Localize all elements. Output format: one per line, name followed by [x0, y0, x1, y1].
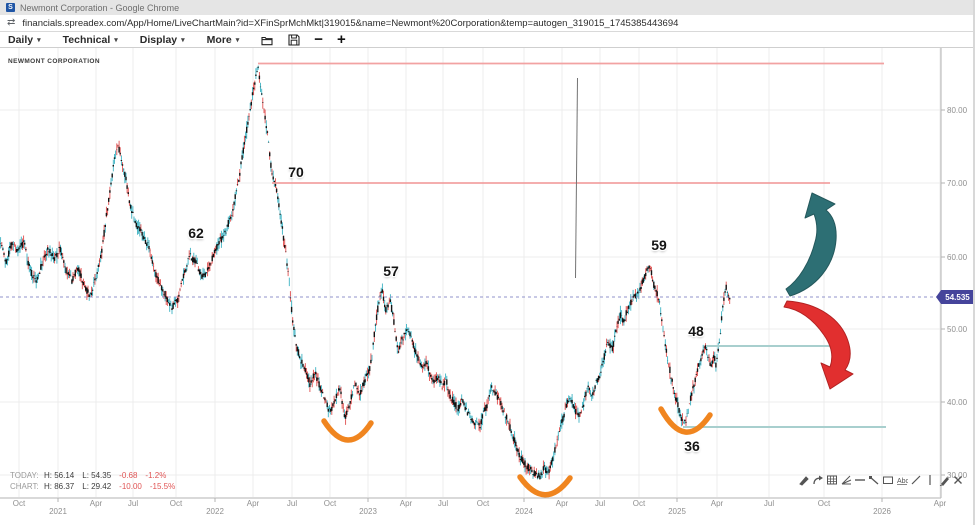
- chevron-down-icon: ▾: [37, 37, 41, 44]
- menu-display[interactable]: Display ▾: [139, 34, 185, 46]
- tool-rectangle-icon[interactable]: [882, 474, 894, 486]
- svg-text:Oct: Oct: [324, 499, 337, 508]
- red-down-arrow: [783, 300, 854, 390]
- svg-text:70.00: 70.00: [947, 179, 968, 188]
- chevron-down-icon: ▾: [114, 37, 118, 44]
- address-bar[interactable]: ⇄ financials.spreadex.com/App/Home/LiveC…: [0, 15, 973, 32]
- orange-bottom-arc: [658, 406, 713, 435]
- menu-more[interactable]: More ▾: [206, 34, 240, 46]
- svg-text:Jul: Jul: [595, 499, 605, 508]
- tool-fan-lines-icon[interactable]: [840, 474, 852, 486]
- svg-text:Oct: Oct: [13, 499, 26, 508]
- svg-text:Apr: Apr: [247, 499, 260, 508]
- svg-text:2023: 2023: [359, 507, 377, 516]
- url-text[interactable]: financials.spreadex.com/App/Home/LiveCha…: [22, 17, 679, 29]
- svg-text:Jul: Jul: [438, 499, 448, 508]
- svg-text:2024: 2024: [515, 507, 533, 516]
- svg-text:Apr: Apr: [556, 499, 569, 508]
- price-annotation-label: 62: [188, 225, 204, 241]
- svg-text:Abc: Abc: [897, 478, 908, 485]
- status-row: TODAY: H: 56.14 L: 54.35 -0.68 -1.2%: [10, 471, 167, 480]
- tool-curved-arrow-icon[interactable]: [812, 474, 824, 486]
- svg-text:30.00: 30.00: [947, 471, 968, 480]
- save-icon[interactable]: [288, 34, 300, 46]
- tool-highlighter-icon[interactable]: [938, 474, 950, 486]
- price-summary: TODAY: H: 56.14 L: 54.35 -0.68 -1.2% CHART: H:…: [10, 470, 183, 492]
- axes: 80.00 70.00 60.00 50.00 40.00 30.00 Oct Apr Jul O…: [0, 48, 968, 516]
- candlestick-chart[interactable]: 80.00 70.00 60.00 50.00 40.00 30.00 Oct Apr Jul O…: [0, 48, 975, 525]
- tool-trend-line-icon[interactable]: [868, 474, 880, 486]
- menu-technical[interactable]: Technical ▾: [62, 34, 118, 46]
- menu-group: Daily ▾ Technical ▾ Display ▾ More ▾: [8, 34, 261, 46]
- zoom-out-button[interactable]: −: [314, 31, 324, 48]
- svg-text:40.00: 40.00: [947, 398, 968, 407]
- svg-text:Oct: Oct: [818, 499, 831, 508]
- orange-bottom-arc: [321, 418, 374, 443]
- tool-close-icon[interactable]: [952, 474, 964, 486]
- current-price-badge: 54.535: [936, 290, 973, 304]
- tool-text-icon[interactable]: Abc: [896, 474, 908, 486]
- status-row: CHART: H: 86.37 L: 29.42 -10.00 -15.5%: [10, 482, 176, 491]
- chart-toolbar: Daily ▾ Technical ▾ Display ▾ More ▾ − +: [0, 31, 973, 48]
- menu-daily[interactable]: Daily ▾: [8, 34, 41, 46]
- price-annotation-label: 70: [288, 164, 304, 180]
- drawing-toolbar: Abc: [798, 474, 964, 486]
- teal-up-arrow: [785, 192, 837, 297]
- vertical-annotation-line: [575, 77, 578, 279]
- gridlines: [0, 48, 941, 497]
- price-annotation-label: 59: [651, 237, 667, 253]
- chart-canvas[interactable]: 80.00 70.00 60.00 50.00 40.00 30.00 Oct Apr Jul O…: [0, 48, 975, 525]
- open-folder-icon[interactable]: [261, 35, 274, 46]
- svg-text:2026: 2026: [873, 507, 891, 516]
- svg-text:Jul: Jul: [764, 499, 774, 508]
- svg-text:Oct: Oct: [477, 499, 490, 508]
- svg-text:Apr: Apr: [934, 499, 947, 508]
- svg-text:Apr: Apr: [711, 499, 724, 508]
- tool-diagonal-line-icon[interactable]: [910, 474, 922, 486]
- svg-text:2025: 2025: [668, 507, 686, 516]
- candles: [0, 65, 731, 480]
- window-title: Newmont Corporation - Google Chrome: [20, 2, 180, 13]
- svg-text:Jul: Jul: [287, 499, 297, 508]
- svg-text:60.00: 60.00: [947, 253, 968, 262]
- tool-vertical-line-icon[interactable]: [924, 474, 936, 486]
- price-annotation-label: 36: [684, 438, 700, 454]
- svg-text:Oct: Oct: [170, 499, 183, 508]
- zoom-in-button[interactable]: +: [337, 31, 346, 48]
- svg-text:2022: 2022: [206, 507, 224, 516]
- annotations: [0, 62, 941, 498]
- spreadex-favicon: S: [6, 3, 15, 12]
- svg-text:Apr: Apr: [400, 499, 413, 508]
- orange-bottom-arc: [517, 474, 573, 498]
- tool-horizontal-line-icon[interactable]: [854, 474, 866, 486]
- tool-pen-icon[interactable]: [798, 474, 810, 486]
- svg-text:80.00: 80.00: [947, 106, 968, 115]
- price-annotation-label: 57: [383, 263, 399, 279]
- svg-text:Jul: Jul: [128, 499, 138, 508]
- price-annotation-label: 48: [688, 323, 704, 339]
- instrument-name: NEWMONT CORPORATION: [8, 58, 100, 65]
- svg-text:Oct: Oct: [633, 499, 646, 508]
- chevron-down-icon: ▾: [235, 37, 240, 44]
- svg-text:50.00: 50.00: [947, 325, 968, 334]
- svg-text:2021: 2021: [49, 507, 67, 516]
- tool-grid-icon[interactable]: [826, 474, 838, 486]
- svg-text:Apr: Apr: [90, 499, 103, 508]
- window-titlebar: S Newmont Corporation - Google Chrome: [0, 0, 973, 15]
- tab-switch-icon[interactable]: ⇄: [7, 17, 16, 28]
- chevron-down-icon: ▾: [181, 37, 185, 44]
